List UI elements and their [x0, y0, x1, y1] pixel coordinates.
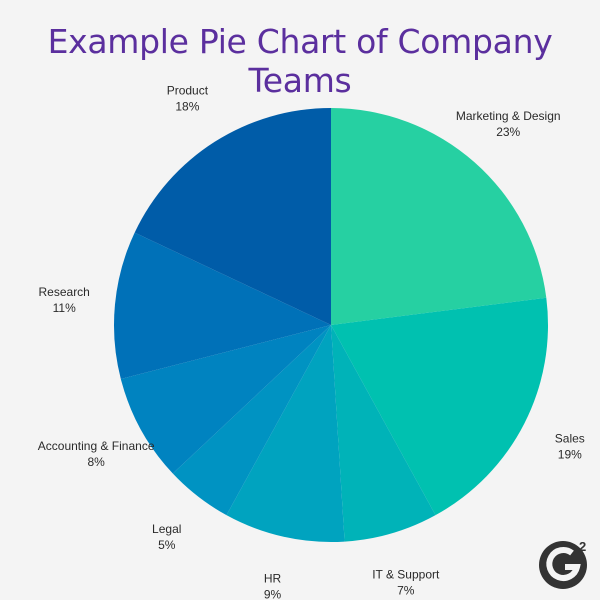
slice-label: Accounting & Finance [38, 439, 155, 453]
pie-slice-marketing-design [331, 108, 547, 325]
slice-label: Sales [555, 432, 585, 446]
slice-value-label: 19% [558, 448, 582, 462]
chart-title: Example Pie Chart of Company Teams [47, 22, 553, 100]
g2-logo-g-mark [546, 547, 581, 581]
slice-label: Research [39, 285, 90, 299]
slice-value-label: 23% [496, 125, 520, 139]
pie-slices [113, 108, 548, 542]
slice-value-label: 9% [264, 588, 282, 600]
pie-slice-it-support [331, 325, 436, 542]
slice-label: Product [167, 84, 209, 98]
pie-slice-research [113, 232, 331, 379]
slice-label: IT & Support [372, 567, 440, 581]
pie-labels: Marketing & Design 23% Sales 19% IT & Suppor… [38, 84, 585, 600]
slice-label: Marketing & Design [456, 109, 561, 123]
slice-value-label: 7% [397, 583, 415, 597]
slice-value-label: 11% [53, 301, 76, 315]
slice-value-label: 18% [175, 100, 199, 114]
pie-slice-accounting-finance [120, 325, 332, 474]
slice-label: HR [264, 572, 282, 586]
pie-slice-sales [331, 297, 548, 516]
g2-logo-icon: 2 [539, 539, 587, 589]
slice-value-label: 8% [87, 455, 105, 469]
pie-slice-hr [226, 325, 345, 542]
g2-logo-superscript: 2 [579, 539, 586, 554]
slice-label: Legal [152, 522, 181, 536]
slice-value-label: 5% [158, 538, 176, 552]
pie-slice-product [134, 108, 331, 325]
pie-slice-legal [172, 325, 331, 516]
